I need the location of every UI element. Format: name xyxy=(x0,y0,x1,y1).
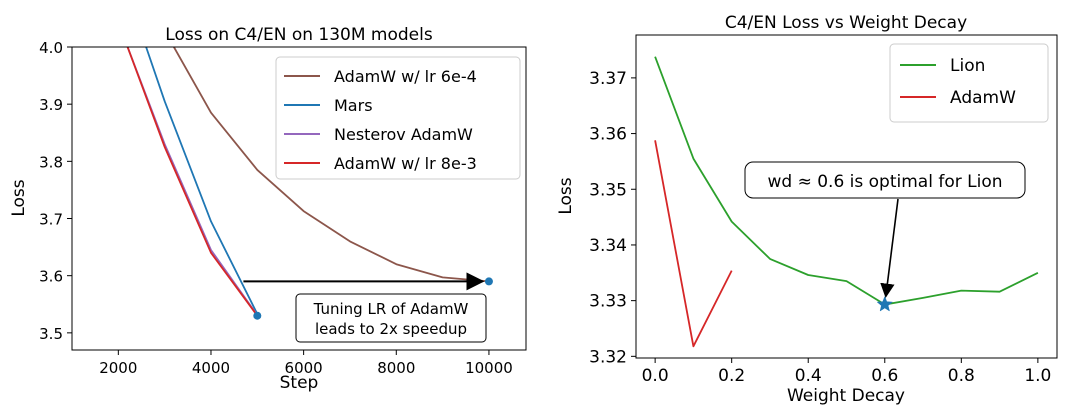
right-plot-frame xyxy=(635,34,1058,359)
left-x-tick-label: 6000 xyxy=(285,359,323,377)
left-series-line-adamw-w-lr-6e-4 xyxy=(173,47,489,283)
left-y-tick-label: 3.8 xyxy=(39,153,63,171)
left-legend: AdamW w/ lr 6e-4 Mars Nesterov AdamW AdamW … xyxy=(275,56,521,180)
left-x-axis-label: Step xyxy=(280,373,319,393)
legend-label-adamw-w-lr-6e-4: AdamW w/ lr 6e-4 xyxy=(334,67,477,86)
right-chart: C4/EN Loss vs Weight Decay 0.0 0.2 0.4 0.6 0… xyxy=(556,13,1058,406)
optimal-star-marker xyxy=(876,295,894,312)
left-x-tick-label: 8000 xyxy=(377,359,415,377)
right-legend-box xyxy=(889,43,1049,123)
left-y-tick-label: 3.5 xyxy=(39,325,63,343)
right-y-tick-label: 3.33 xyxy=(589,292,627,312)
right-y-tick-label: 3.37 xyxy=(589,69,627,89)
left-legend-box xyxy=(275,56,521,180)
left-y-tick-label: 4.0 xyxy=(39,39,63,57)
legend-label-adamw-w-lr-8e-3: AdamW w/ lr 8e-3 xyxy=(334,154,477,173)
right-y-tick-label: 3.36 xyxy=(589,125,627,145)
right-y-tick-label: 3.32 xyxy=(589,347,627,367)
right-y-tick-label: 3.34 xyxy=(589,236,627,256)
left-annotation-line-1: Tuning LR of AdamW xyxy=(313,300,469,318)
endpoint-marker xyxy=(253,311,262,320)
left-series-line-adamw-w-lr-8e-3 xyxy=(126,47,259,317)
right-x-axis-label: Weight Decay xyxy=(787,386,905,406)
right-x-tick-label: 0.0 xyxy=(642,366,669,386)
right-x-tick-label: 0.2 xyxy=(718,366,745,386)
right-y-tick-label: 3.35 xyxy=(589,180,627,200)
left-x-tick-label: 2000 xyxy=(99,359,137,377)
legend-label-adamw: AdamW xyxy=(950,88,1016,108)
left-chart: Loss on C4/EN on 130M models 2000 4000 600… xyxy=(9,25,527,393)
left-x-tick-label: 4000 xyxy=(192,359,230,377)
right-annotation-box xyxy=(744,161,1026,199)
right-x-tick-label: 0.8 xyxy=(948,366,975,386)
legend-label-mars: Mars xyxy=(334,96,373,115)
left-annotation: Tuning LR of AdamW leads to 2x speedup xyxy=(295,293,487,343)
right-annotation: wd ≈ 0.6 is optimal for Lion xyxy=(744,161,1026,199)
left-y-tick-label: 3.6 xyxy=(39,268,63,286)
left-y-tick-label: 3.7 xyxy=(39,211,63,229)
legend-label-lion: Lion xyxy=(950,56,985,76)
right-series-line-lion xyxy=(654,56,1039,306)
right-x-tick-label: 0.4 xyxy=(795,366,822,386)
left-chart-title: Loss on C4/EN on 130M models xyxy=(165,25,433,45)
left-annotation-line-2: leads to 2x speedup xyxy=(315,320,467,338)
right-y-axis-label: Loss xyxy=(556,177,576,214)
right-legend: Lion AdamW xyxy=(889,43,1049,123)
right-x-tick-label: 1.0 xyxy=(1024,366,1051,386)
left-x-tick-label: 10000 xyxy=(465,359,513,377)
endpoint-marker xyxy=(484,277,493,286)
left-plot-frame xyxy=(71,46,527,351)
right-chart-title: C4/EN Loss vs Weight Decay xyxy=(725,13,967,33)
left-series-line-mars xyxy=(145,47,259,315)
left-y-axis-label: Loss xyxy=(9,179,29,216)
legend-label-nesterov-adamw: Nesterov AdamW xyxy=(334,125,473,144)
right-series-line-adamw xyxy=(654,140,733,348)
right-x-tick-label: 0.6 xyxy=(871,366,898,386)
right-annotation-text: wd ≈ 0.6 is optimal for Lion xyxy=(767,172,1002,192)
left-y-tick-label: 3.9 xyxy=(39,96,63,114)
left-annotation-box xyxy=(295,293,487,343)
optimal-wd-arrow xyxy=(880,198,899,298)
